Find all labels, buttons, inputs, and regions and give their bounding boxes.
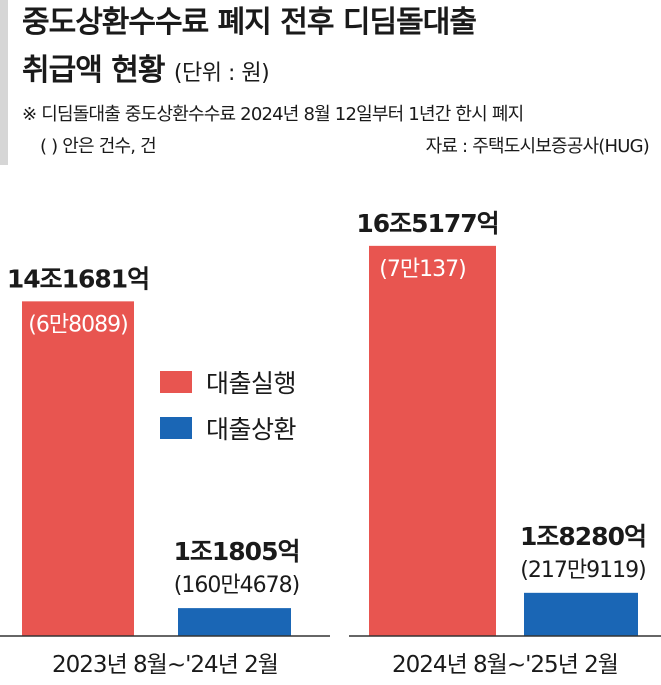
value-label: 1조1805억	[174, 537, 300, 566]
unit-label: (단위 : 원)	[173, 61, 270, 86]
legend-item-execution: 대출실행	[160, 364, 297, 400]
value-label: 14조1681억	[7, 264, 149, 293]
legend-swatch-repayment	[160, 417, 192, 439]
bar-repayment-0	[178, 608, 291, 636]
count-label: (7만137)	[379, 257, 465, 282]
title-accent-bar	[0, 0, 8, 165]
count-label: (6만8089)	[28, 312, 127, 337]
x-tick-label: 2023년 8월~'24년 2월	[52, 652, 278, 678]
bar-execution-0	[22, 301, 134, 636]
chart-title: 중도상환수수료 폐지 전후 디딤돌대출	[22, 5, 477, 40]
count-note: ( ) 안은 건수, 건	[40, 136, 157, 157]
value-label: 1조8280억	[520, 522, 646, 551]
count-label: (160만4678)	[174, 573, 299, 598]
x-tick-label: 2024년 8월~'25년 2월	[392, 652, 618, 678]
legend-item-repayment: 대출상환	[160, 410, 297, 446]
legend-label-execution: 대출실행	[206, 369, 297, 398]
bar-repayment-1	[524, 592, 638, 636]
chart-title-line2: 취급액 현황 (단위 : 원)	[22, 53, 270, 88]
bar-execution-1	[369, 245, 496, 636]
source-note: 자료 : 주택도시보증공사(HUG)	[425, 136, 650, 157]
chart-title-text: 취급액 현황	[22, 53, 165, 88]
count-label: (217만9119)	[520, 558, 645, 583]
legend-swatch-execution	[160, 371, 192, 393]
legend-label-repayment: 대출상환	[206, 415, 297, 444]
footnote: ※ 디딤돌대출 중도상환수수료 2024년 8월 12일부터 1년간 한시 폐지	[22, 104, 524, 125]
value-label: 16조5177억	[356, 209, 498, 238]
